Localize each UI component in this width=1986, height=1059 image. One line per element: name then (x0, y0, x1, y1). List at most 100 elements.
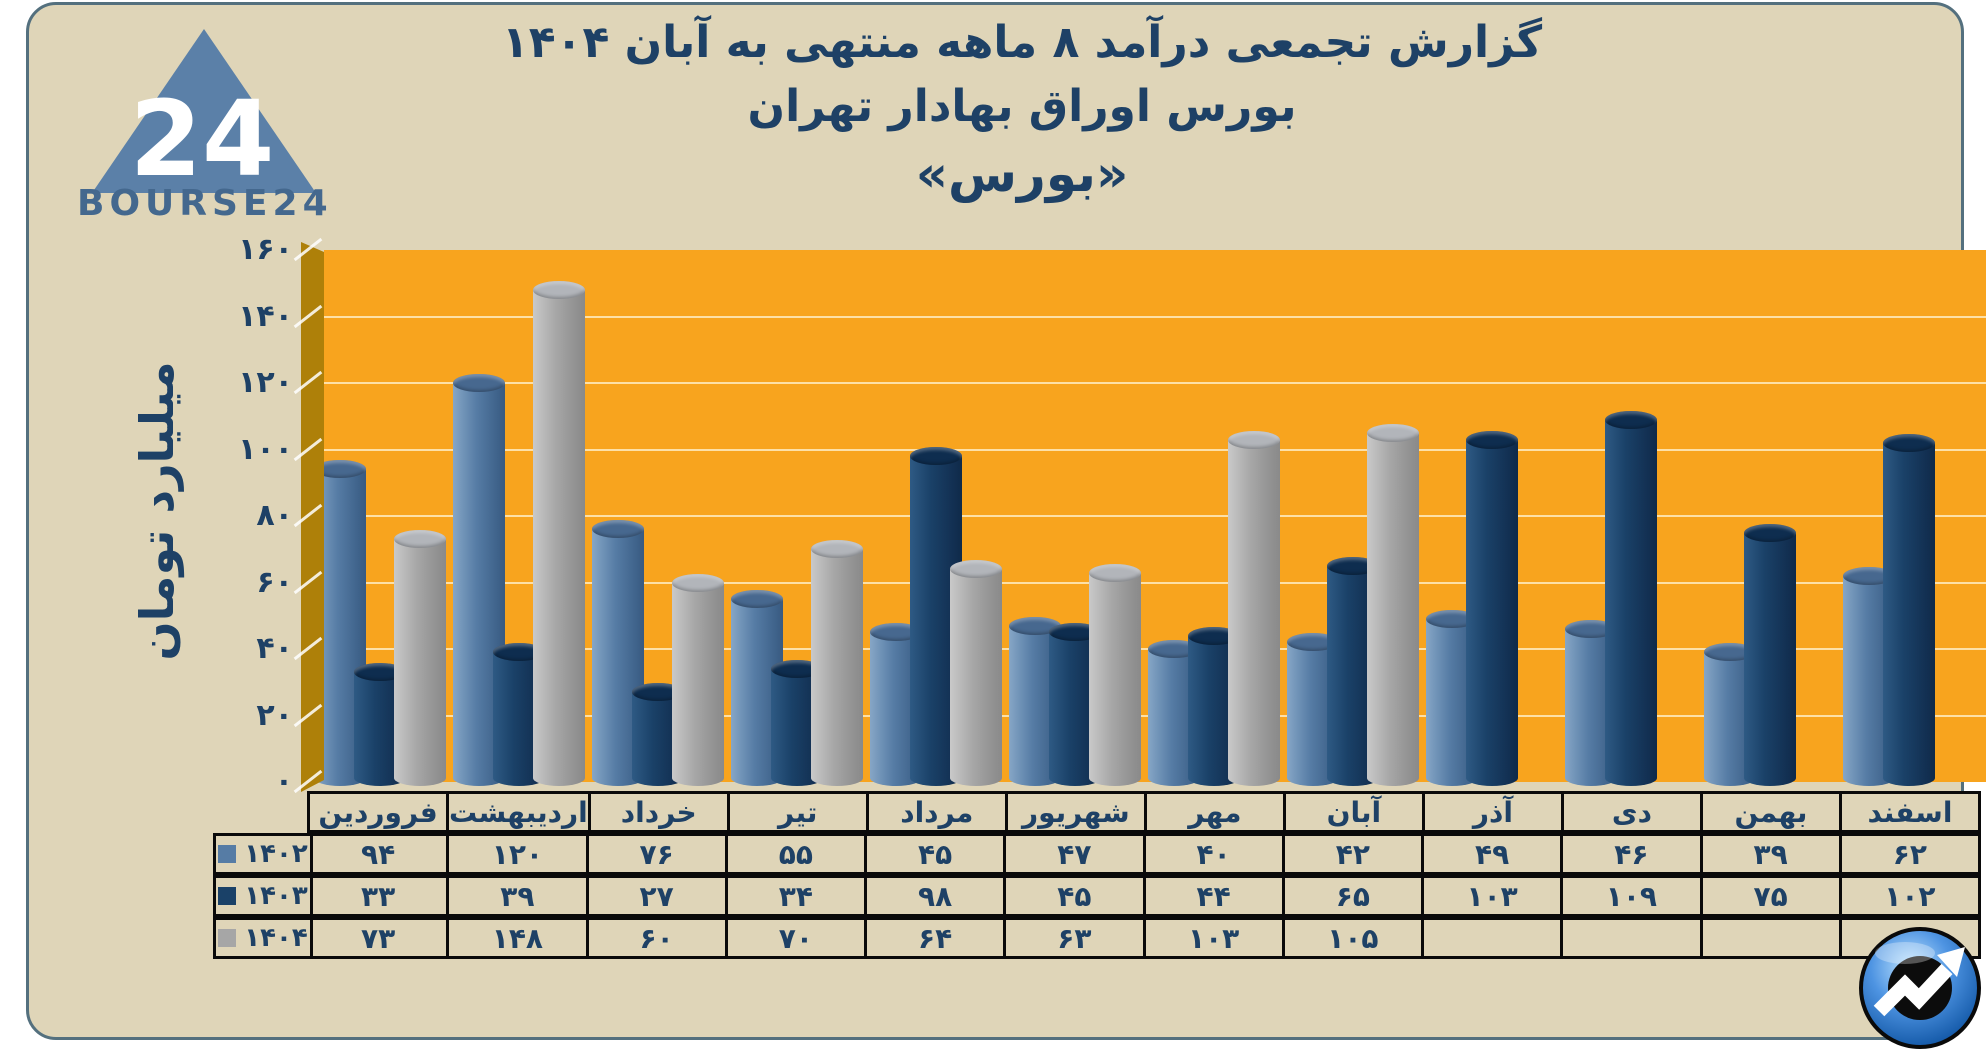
bar-top-cap (1187, 626, 1240, 645)
y-tick-label-100: ۱۰۰ (238, 431, 293, 467)
bar-top-cap (770, 659, 823, 678)
y-tick-label-60: ۶۰ (256, 564, 293, 600)
bar-top-cap (532, 280, 585, 299)
bar-top-cap (1465, 430, 1518, 449)
bar-top-cap (353, 663, 406, 682)
value-cell: ۴۴ (1142, 878, 1282, 914)
y-tick-label-120: ۱۲۰ (238, 365, 293, 400)
bar-top-cap (1842, 566, 1895, 585)
legend-year-label: ۱۴۰۲ (244, 839, 308, 869)
logo-24-text: 24 (130, 78, 275, 200)
bar-top-cap (1882, 433, 1935, 452)
bourse24-logo: 24 (84, 25, 324, 235)
title-line-1: گزارش تجمعی درآمد ۸ ماهه منتهی به آبان ۱… (501, 17, 1543, 68)
bar-top-cap (1227, 430, 1280, 449)
value-cell: ۱۰۲ (1838, 878, 1978, 914)
value-cell: ۵۵ (724, 836, 864, 872)
bar-top-cap (1088, 563, 1141, 582)
month-header-cell: اسفند (1838, 794, 1978, 830)
month-header-cell: دی (1560, 794, 1700, 830)
value-cell: ۹۸ (864, 878, 1003, 914)
table-row-۱۴۰۳: ۳۳ ۳۹ ۲۷ ۳۴ ۹۸ ۴۵ ۴۴ ۶۵ ۱۰۳ ۱۰۹ ۷۵ ۱۰۲ (307, 875, 1981, 917)
value-cell: ۱۰۳ (1142, 920, 1282, 956)
bar-chart-plot (313, 250, 1986, 786)
bar-۱۴۰۴-فروردین (393, 530, 446, 786)
bar-top-cap (1147, 640, 1200, 658)
bar-top-cap (1425, 610, 1478, 629)
brand-wordmark: BOURSE24 (77, 183, 333, 224)
bar-۱۴۰۴-مرداد (949, 560, 1002, 786)
bar-۱۴۰۴-مهر (1227, 430, 1280, 786)
value-cell: ۴۲ (1281, 836, 1421, 872)
bar-top-cap (1008, 616, 1061, 635)
value-cell: ۶۰ (585, 920, 725, 956)
value-cell: ۷۶ (585, 836, 725, 872)
bar-top-cap (869, 623, 922, 642)
month-header-cell: شهریور (1004, 794, 1144, 830)
month-header-cell: مهر (1143, 794, 1283, 830)
plot-left-wall (301, 242, 324, 792)
value-cell: ۳۳ (361, 879, 396, 913)
value-cell: ۳۹ (446, 878, 585, 914)
value-cell: ۳۴ (724, 878, 864, 914)
y-tick-label-40: ۴۰ (256, 631, 293, 666)
table-row-۱۴۰۴: ۷۳ ۱۴۸ ۶۰ ۷۰ ۶۴ ۶۳ ۱۰۳ ۱۰۵ (307, 917, 1981, 959)
value-cell (1421, 920, 1560, 956)
month-header-cell: فروردین (318, 795, 438, 829)
bar-top-cap (591, 520, 644, 539)
month-header-cell: خرداد (587, 794, 727, 830)
value-cell: ۴۷ (1003, 836, 1142, 872)
bar-۱۴۰۴-شهریور (1088, 563, 1141, 786)
table-header-row: فروردین اردیبهشت خرداد تیر مرداد شهریور مهر آبا… (307, 791, 1981, 833)
value-cell: ۱۴۸ (446, 920, 585, 956)
bar-top-cap (492, 643, 545, 662)
value-cell: ۹۴ (361, 837, 396, 871)
bar-top-cap (1743, 523, 1796, 542)
legend-۱۴۰۴: ۱۴۰۴ (213, 917, 313, 959)
bar-top-cap (393, 530, 446, 549)
bar-top-cap (810, 540, 863, 559)
y-tick-label-0: ۰ (274, 764, 293, 799)
bar-top-cap (313, 460, 366, 479)
gridline-100 (324, 448, 1986, 451)
report-card: 24 BOURSE24 گزارش تجمعی درآمد ۸ ماهه منت… (26, 2, 1986, 1049)
title-line-3: «بورس» (915, 145, 1129, 203)
month-header-cell: آذر (1421, 794, 1561, 830)
value-cell: ۶۳ (1003, 920, 1142, 956)
legend-year-label: ۱۴۰۳ (244, 881, 308, 911)
value-cell (1699, 920, 1839, 956)
value-cell: ۴۵ (864, 836, 1003, 872)
month-header-cell: اردیبهشت (446, 794, 588, 830)
bar-۱۴۰۳-بهمن (1743, 523, 1796, 786)
bar-top-cap (452, 374, 505, 392)
value-cell: ۶۲ (1838, 836, 1978, 872)
value-cell: ۷۳ (361, 921, 396, 955)
value-cell: ۷۰ (724, 920, 864, 956)
month-header-cell: بهمن (1699, 794, 1839, 830)
bar-top-cap (631, 683, 684, 702)
value-cell: ۴۰ (1142, 836, 1282, 872)
month-header-cell: آبان (1282, 794, 1422, 830)
gridline-80 (324, 515, 1986, 517)
bar-top-cap (730, 590, 783, 609)
title-line-2: بورس اوراق بهادار تهران (747, 81, 1297, 132)
gridline-120 (324, 382, 1986, 384)
value-cell: ۲۷ (585, 878, 725, 914)
bar-۱۴۰۴-خرداد (671, 573, 724, 786)
bar-۱۴۰۳-آذر (1465, 430, 1518, 786)
month-header-cell: مرداد (865, 794, 1005, 830)
value-cell: ۱۰۵ (1281, 920, 1421, 956)
y-tick-label-20: ۲۰ (256, 697, 293, 733)
legend-year-label: ۱۴۰۴ (244, 923, 308, 953)
value-cell (1560, 920, 1699, 956)
value-cell: ۱۲۰ (446, 836, 585, 872)
value-cell: ۴۹ (1421, 836, 1560, 872)
bar-۱۴۰۳-دی (1604, 410, 1657, 786)
month-header-cell: تیر (726, 794, 866, 830)
gridline-60 (324, 581, 1986, 584)
value-cell: ۱۰۹ (1560, 878, 1699, 914)
legend-۱۴۰۲: ۱۴۰۲ (213, 833, 313, 875)
bar-top-cap (1604, 410, 1657, 429)
value-cell: ۷۵ (1699, 878, 1839, 914)
value-cell: ۱۰۳ (1421, 878, 1560, 914)
